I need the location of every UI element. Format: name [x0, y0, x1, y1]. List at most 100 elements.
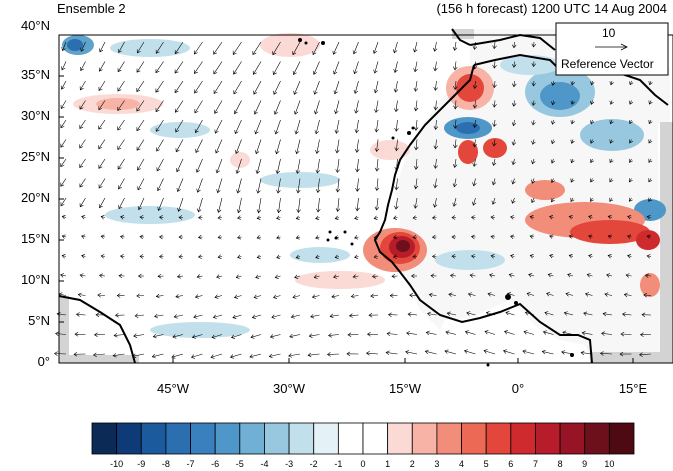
- wind-vector-head: [550, 120, 556, 125]
- wind-vector: [450, 275, 457, 277]
- wind-vector-head: [394, 127, 399, 132]
- wind-vector: [354, 61, 359, 74]
- wind-vector-head: [607, 254, 612, 259]
- wind-vector-head: [531, 63, 537, 68]
- wind-vector-head: [365, 351, 370, 356]
- wind-vector: [335, 256, 340, 258]
- wind-vector-head: [629, 158, 633, 163]
- wind-vector: [376, 158, 379, 172]
- wind-vector: [312, 41, 320, 55]
- wind-vector-head: [491, 200, 496, 205]
- wind-vector-head: [136, 127, 141, 132]
- wind-vector: [474, 61, 476, 70]
- wind-vector-head: [412, 254, 417, 259]
- wind-vector-head: [197, 234, 202, 240]
- wind-vector: [98, 139, 106, 149]
- wind-vector-head: [646, 234, 651, 239]
- wind-vector-head: [355, 207, 360, 212]
- wind-vector-head: [255, 150, 260, 155]
- wind-vector-head: [393, 234, 397, 240]
- wind-vector: [355, 100, 359, 114]
- wind-vector-head: [431, 254, 436, 259]
- wind-vector-head: [288, 353, 293, 358]
- wind-vector-head: [609, 197, 614, 202]
- wind-vector-head: [394, 186, 399, 191]
- wind-vector: [194, 100, 203, 114]
- wind-vector: [117, 61, 125, 72]
- wind-vector: [435, 100, 437, 110]
- wind-vector: [493, 119, 496, 127]
- wind-vector: [118, 41, 125, 53]
- wind-vector-head: [229, 354, 234, 359]
- wind-vector: [434, 41, 437, 52]
- wind-vector: [351, 295, 359, 297]
- wind-vector-head: [524, 311, 529, 316]
- wind-vector: [590, 197, 593, 202]
- wind-vector: [561, 351, 574, 355]
- wind-vector-head: [490, 234, 495, 240]
- wind-vector-head: [444, 349, 449, 354]
- wind-vector-head: [157, 206, 162, 211]
- wind-vector-head: [628, 178, 633, 183]
- wind-vector-head: [348, 313, 353, 318]
- wind-vector: [551, 197, 554, 203]
- wind-vector: [120, 236, 125, 238]
- wind-vector: [294, 80, 301, 95]
- wind-vector-head: [155, 127, 160, 132]
- wind-vector: [448, 293, 457, 296]
- wind-vector-head: [427, 311, 432, 317]
- wind-vector-head: [413, 48, 418, 53]
- wind-vector-head: [326, 352, 331, 357]
- wind-vector-head: [312, 50, 317, 56]
- wind-vector: [175, 295, 184, 298]
- wind-vector-head: [511, 161, 516, 166]
- wind-vector: [237, 178, 242, 194]
- wind-vector: [255, 275, 262, 278]
- wind-vector: [374, 61, 379, 74]
- wind-vector: [454, 139, 457, 148]
- wind-vector-head: [374, 108, 379, 113]
- wind-vector: [509, 274, 515, 277]
- wind-vector: [454, 100, 457, 109]
- wind-vector: [629, 119, 632, 124]
- wind-vector: [622, 313, 632, 316]
- wind-vector-head: [73, 351, 78, 357]
- wind-vector: [98, 100, 106, 110]
- wind-vector: [155, 80, 164, 93]
- wind-vector: [408, 313, 418, 316]
- wind-vector-head: [489, 273, 494, 278]
- wind-vector-head: [413, 126, 419, 131]
- wind-vector: [60, 100, 67, 109]
- wind-vector-head: [352, 50, 357, 55]
- wind-vector-head: [61, 47, 66, 52]
- wind-vector: [257, 178, 262, 194]
- wind-vector: [571, 139, 574, 144]
- wind-vector: [473, 197, 476, 206]
- wind-vector-head: [117, 126, 122, 131]
- wind-vector-head: [386, 331, 391, 337]
- colorbar-swatch: [264, 422, 290, 455]
- wind-vector: [435, 139, 437, 149]
- wind-vector-head: [255, 169, 260, 175]
- wind-vector-head: [118, 205, 123, 210]
- wind-vector-head: [451, 234, 456, 240]
- wind-vector-head: [274, 130, 279, 135]
- wind-vector: [610, 139, 613, 144]
- wind-vector-head: [290, 314, 295, 319]
- wind-vector-head: [570, 100, 575, 105]
- wind-vector-head: [433, 106, 439, 111]
- wind-vector-head: [156, 147, 160, 152]
- wind-vector: [192, 334, 203, 338]
- wind-vector-head: [373, 89, 379, 94]
- wind-vector-head: [294, 274, 299, 279]
- wind-vectors: [53, 41, 653, 359]
- wind-vector: [194, 80, 203, 94]
- wind-vector-head: [452, 163, 458, 168]
- wind-vector: [136, 295, 145, 297]
- wind-vector: [310, 314, 320, 318]
- wind-vector: [395, 197, 398, 210]
- wind-vector: [647, 255, 652, 257]
- wind-vector-head: [470, 234, 475, 240]
- wind-vector-head: [334, 215, 339, 220]
